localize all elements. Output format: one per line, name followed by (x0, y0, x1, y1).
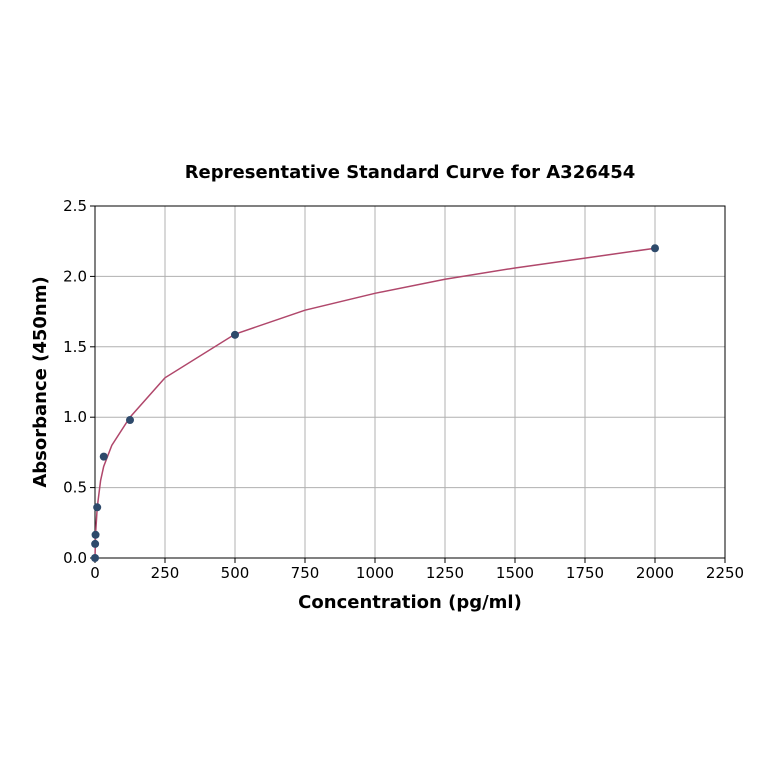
data-point (91, 530, 100, 539)
chart-title: Representative Standard Curve for A32645… (185, 162, 636, 183)
plot-frame (94, 205, 726, 559)
y-axis-label: Absorbance (450nm) (30, 276, 51, 487)
x-tick-label: 1750 (566, 564, 604, 582)
y-tick-label: 0.5 (63, 479, 87, 497)
x-tick-label: 500 (221, 564, 250, 582)
y-tick-label: 2.5 (63, 197, 87, 215)
x-axis-label: Concentration (pg/ml) (298, 592, 522, 613)
data-point (91, 539, 100, 548)
x-tick-label: 1250 (426, 564, 464, 582)
y-tick-label: 0.0 (63, 549, 87, 567)
data-point (93, 503, 102, 512)
x-tick-label: 750 (291, 564, 320, 582)
fit-curve (94, 247, 656, 559)
x-tick-label: 1500 (496, 564, 534, 582)
x-tick-label: 1000 (356, 564, 394, 582)
data-point (91, 554, 99, 562)
y-tick-label: 1.0 (63, 408, 87, 426)
x-tick-label: 2250 (706, 564, 744, 582)
x-tick-label: 2000 (636, 564, 674, 582)
data-point (99, 452, 108, 461)
x-tick-label: 0 (90, 564, 100, 582)
data-point (126, 416, 134, 425)
y-tick-label: 1.5 (63, 338, 87, 356)
data-point (231, 330, 239, 339)
data-point (651, 244, 659, 253)
y-tick-label: 2.0 (63, 267, 87, 285)
x-tick-label: 250 (151, 564, 180, 582)
